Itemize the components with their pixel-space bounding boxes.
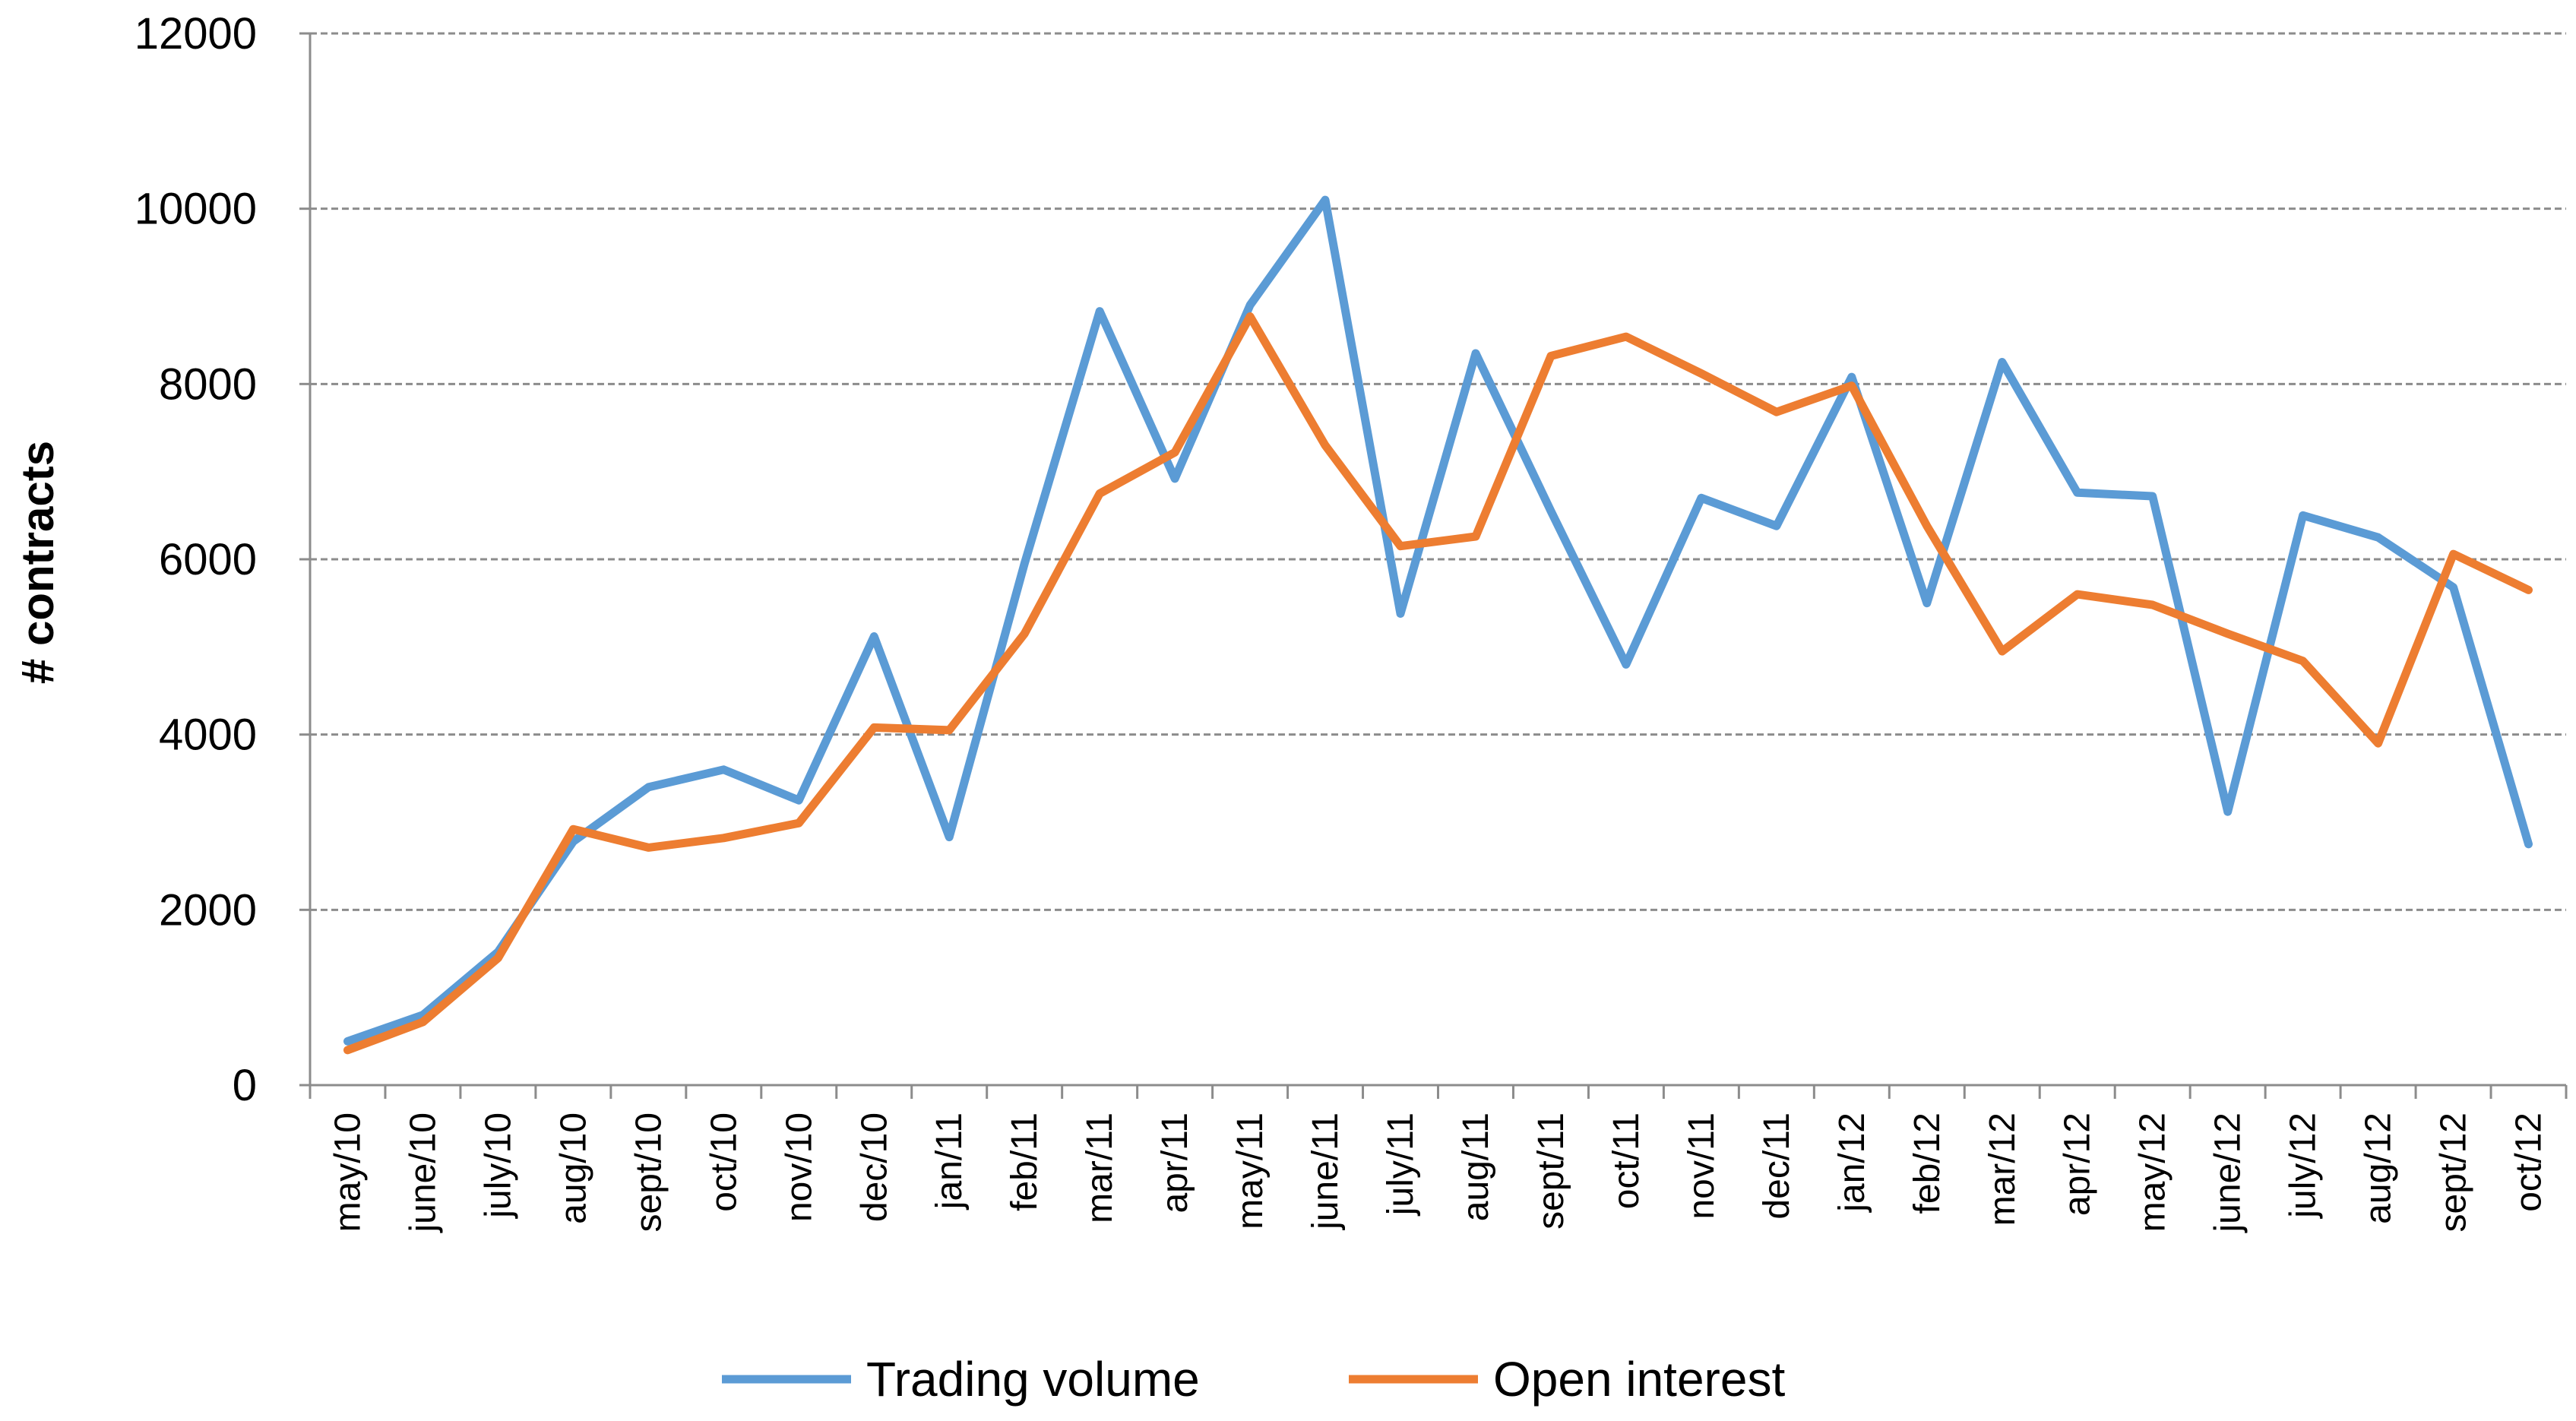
axes	[299, 32, 2568, 1099]
y-tick-label: 12000	[134, 9, 257, 59]
x-tick-label: july/10	[478, 1112, 518, 1220]
x-tick-label: aug/12	[2359, 1112, 2399, 1224]
tick-labels: 0 2000 4000 6000 8000 10000 12000 may/10 june/10…	[134, 9, 2549, 1233]
x-tick-label: june/10	[403, 1112, 443, 1233]
legend-label-trading-volume: Trading volume	[866, 1352, 1200, 1407]
x-tick-label: may/12	[2133, 1112, 2173, 1232]
y-tick-label: 10000	[134, 185, 257, 234]
y-tick-label: 4000	[159, 710, 257, 760]
y-axis-title: # contracts	[12, 441, 63, 684]
x-tick-label: jan/11	[929, 1112, 970, 1211]
series-line-open-interest	[343, 312, 2533, 1055]
x-tick-label: oct/10	[704, 1112, 744, 1212]
x-tick-label: mar/11	[1080, 1112, 1120, 1223]
x-tick-label: feb/12	[1907, 1112, 1948, 1214]
y-tick-label: 0	[233, 1061, 257, 1110]
legend-label-open-interest: Open interest	[1493, 1352, 1785, 1407]
series-line-trading-volume	[343, 195, 2533, 1046]
legend: Trading volume Open interest	[722, 1352, 1785, 1407]
x-tick-label: sept/11	[1531, 1112, 1571, 1230]
y-tick-label: 2000	[159, 885, 257, 935]
y-tick-label: 8000	[159, 359, 257, 409]
x-tick-label: mar/12	[1983, 1112, 2023, 1226]
x-tick-label: aug/10	[553, 1112, 593, 1224]
x-tick-label: july/11	[1381, 1112, 1421, 1217]
x-tick-label: aug/11	[1456, 1112, 1496, 1221]
x-tick-label: dec/10	[854, 1112, 894, 1222]
x-tick-label: june/12	[2208, 1112, 2248, 1233]
x-tick-label: may/10	[328, 1112, 368, 1232]
x-tick-label: dec/11	[1757, 1112, 1797, 1220]
x-tick-label: may/11	[1230, 1112, 1271, 1230]
x-tick-label: sept/10	[628, 1112, 669, 1232]
x-tick-label: nov/11	[1682, 1112, 1722, 1220]
x-tick-label: june/11	[1305, 1112, 1346, 1231]
x-tick-label: apr/11	[1155, 1112, 1195, 1214]
x-tick-label: oct/11	[1606, 1112, 1647, 1209]
x-tick-label: jan/12	[1832, 1112, 1872, 1214]
x-tick-label: apr/12	[2058, 1112, 2098, 1216]
y-tick-label: 6000	[159, 535, 257, 584]
x-tick-label: sept/12	[2434, 1112, 2474, 1232]
x-tick-label: nov/10	[779, 1112, 819, 1222]
gridlines	[310, 32, 2566, 911]
x-tick-label: oct/12	[2509, 1112, 2549, 1212]
x-tick-label: july/12	[2283, 1112, 2324, 1220]
x-tick-label: feb/11	[1005, 1112, 1045, 1211]
series-lines	[343, 195, 2533, 1055]
